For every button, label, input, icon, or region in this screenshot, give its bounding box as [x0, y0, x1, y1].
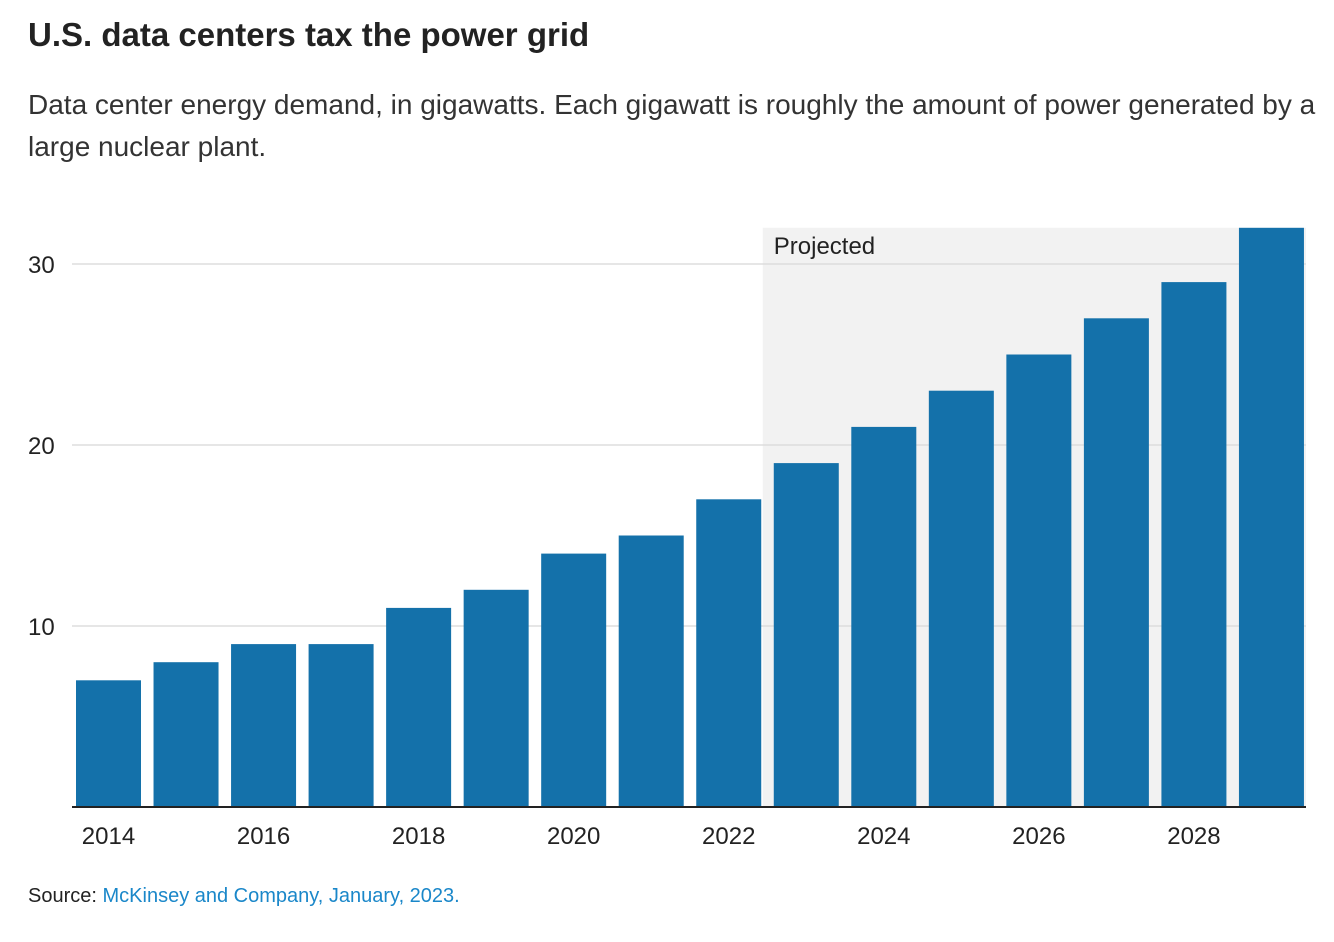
bar-2029 — [1238, 227, 1304, 808]
bar-2023 — [773, 463, 839, 807]
source-label: Source: — [28, 885, 97, 907]
bar-2017 — [308, 644, 374, 807]
x-tick-label: 2028 — [1167, 823, 1220, 850]
bar-chart: Projected 10 20 30 2014 2016 2018 2020 2022 2024 2… — [28, 227, 1306, 850]
bar-2025 — [928, 390, 994, 807]
bar-2022 — [696, 499, 762, 807]
x-tick-label: 2024 — [857, 823, 910, 850]
x-tick-label: 2026 — [1012, 823, 1065, 850]
chart-subtitle: Data center energy demand, in gigawatts.… — [28, 89, 1316, 162]
bar-2028 — [1161, 282, 1227, 808]
y-tick-label: 10 — [28, 614, 55, 641]
bar-2015 — [153, 662, 219, 807]
x-tick-label: 2016 — [237, 823, 290, 850]
y-tick-label: 30 — [28, 252, 55, 279]
bar-2018 — [386, 607, 452, 807]
y-tick-label: 20 — [28, 433, 55, 460]
bar-2027 — [1083, 318, 1149, 807]
x-tick-label: 2014 — [82, 823, 135, 850]
bar-2021 — [618, 535, 684, 807]
bar-2026 — [1006, 354, 1072, 807]
projected-label: Projected — [774, 233, 875, 260]
chart-title: U.S. data centers tax the power grid — [28, 16, 590, 53]
bar-2016 — [231, 644, 297, 807]
bar-2020 — [541, 553, 607, 807]
x-tick-label: 2018 — [392, 823, 445, 850]
bar-2019 — [463, 589, 529, 807]
source-link[interactable]: McKinsey and Company, January, 2023. — [102, 885, 460, 907]
x-tick-label: 2022 — [702, 823, 755, 850]
bar-2024 — [851, 426, 917, 807]
bar-2014 — [76, 680, 141, 807]
source-note: Source: McKinsey and Company, January, 2… — [28, 885, 460, 908]
x-tick-label: 2020 — [547, 823, 600, 850]
